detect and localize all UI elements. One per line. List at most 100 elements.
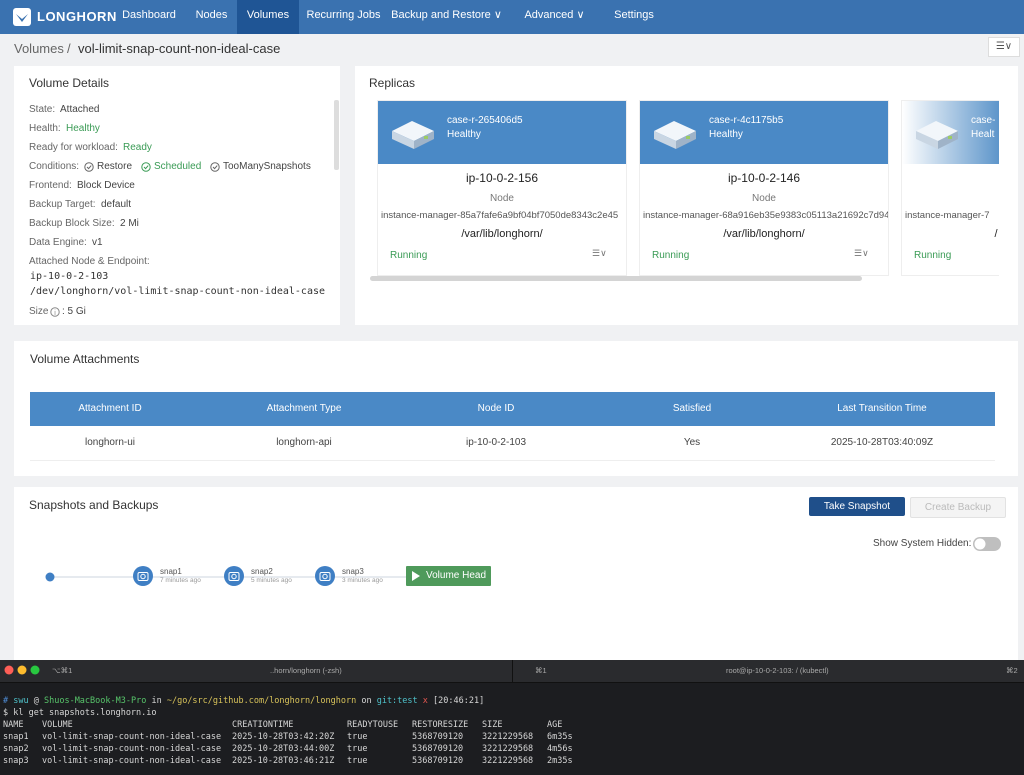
instance-manager: instance-manager-7 [905,210,990,221]
command: $ kl get snapshots.longhorn.io [3,708,157,718]
nav-label[interactable]: Advanced [524,9,574,21]
prompt-part: in [151,696,162,706]
snapshot-node [133,566,153,586]
table-cell: ip-10-0-2-103 [465,437,527,448]
nav-item[interactable]: Nodes [186,0,237,34]
take-snapshot-button[interactable]: Take Snapshot [809,497,905,516]
terminal-column: NAME [3,720,24,730]
nav-item[interactable]: Backup and Restore ∨ [388,0,505,34]
table-cell: longhorn-ui [84,437,136,448]
volume-details-card: Volume Details State: Attached Health: Healt… [14,66,340,325]
snapshot-name[interactable]: snap2 [251,567,273,576]
terminal-tab: ⌘2 [1006,666,1018,675]
terminal-cell: vol-limit-snap-count-non-ideal-case [42,744,222,754]
crumb-current: vol-limit-snap-count-non-ideal-case [78,41,281,56]
field-value: Attached [60,104,100,115]
replica-node: ip-10-0-2-146 [727,171,801,185]
field-label: Frontend: [29,180,72,191]
column-header: Satisfied [672,403,712,414]
nav-label[interactable]: Dashboard [122,9,176,21]
replica-menu[interactable]: ☰∨ [592,248,607,258]
terminal-cell: 2025-10-28T03:44:00Z [232,744,335,754]
disk-icon [392,121,434,149]
terminal-cell: 3221229568 [482,732,534,742]
volume-head[interactable]: Volume Head [406,566,491,586]
replica-path: /var/lib/longhorn/ [461,228,543,240]
prompt-part: [20:46:21] [433,696,485,706]
snapshot-name[interactable]: snap1 [160,567,182,576]
nav-label[interactable]: Volumes [246,9,290,21]
field-label: Data Engine: [29,237,87,248]
prompt-part: ~/go/src/github.com/longhorn/longhorn [166,696,357,706]
node-label: Node [752,193,776,204]
replica-menu[interactable]: ☰∨ [854,248,869,258]
replica-path: /var/lib/longhorn/ [723,228,805,240]
snapshot-age: 7 minutes ago [160,577,201,584]
replica-path: / [994,228,998,240]
terminal-cell: 4m56s [547,744,573,754]
prompt-part: swu [13,696,29,706]
card-title: Replicas [369,76,416,90]
field-label: Health: [29,123,61,134]
condition-icon [84,162,94,172]
nav-label[interactable]: Settings [614,9,654,21]
nav-item[interactable]: Settings [604,0,664,34]
snapshot-node [224,566,244,586]
scrollbar [334,100,339,170]
attachments-card: Volume Attachments Attachment ID Attachmen… [14,341,1018,476]
replica-status: Healthy [709,129,743,140]
create-backup-button[interactable]: Create Backup [910,497,1006,518]
disk-icon [916,121,958,149]
terminal-cell: snap2 [3,744,29,754]
size-label: Size [29,306,49,317]
terminal-cell: snap3 [3,756,29,766]
breadcrumb: Volumes / vol-limit-snap-count-non-ideal-c… [0,34,1024,64]
nav-label[interactable]: Nodes [195,9,228,21]
field-label: Ready for workload: [29,142,118,153]
window-control [17,665,27,675]
h-scrollbar [370,276,862,281]
crumb-sep: / [67,41,71,56]
nav-item[interactable]: Recurring Jobs [299,0,388,34]
table-cell: Yes [683,437,701,448]
play-icon [412,571,420,581]
nav-item[interactable]: Advanced ∨ [505,0,604,34]
field-label: Conditions: [29,161,80,172]
condition-icon [141,162,151,172]
replica-name: case-r-4c1175b5 [709,115,784,126]
chevron: ∨ [573,9,585,21]
field-value: Block Device [77,180,135,191]
instance-manager: instance-manager-68a916eb35e9383c05113a2… [643,210,889,221]
endpoint: ip-10-0-2-103 [30,271,109,282]
nav-label[interactable]: Backup and Restore [391,9,491,21]
terminal-tab[interactable]: root@ip-10-0-2-103: / (kubectl) [726,666,829,675]
prompt-part: # [3,696,9,706]
terminal-column: AGE [547,720,563,730]
crumb-parent[interactable]: Volumes [14,41,64,56]
snapshot-age: 5 minutes ago [251,577,292,584]
volume-head-label: Volume Head [426,570,487,581]
terminal-cell: vol-limit-snap-count-non-ideal-case [42,732,222,742]
terminal-cell: 5368709120 [412,744,464,754]
nav-item[interactable]: Dashboard [112,0,186,34]
field-value: Healthy [66,123,100,134]
terminal-cell: 3221229568 [482,744,534,754]
nav-label[interactable]: Recurring Jobs [306,9,381,21]
nav-item[interactable]: Volumes [237,0,299,34]
button-label[interactable]: Take Snapshot [823,501,891,512]
terminal-column: RESTORESIZE [412,720,469,730]
column-header: Last Transition Time [837,403,927,414]
toggle [973,537,1001,551]
replica-node: ip-10-0-2-156 [465,171,539,185]
snapshot-name[interactable]: snap3 [342,567,364,576]
replica-card[interactable]: case- Healt instance-manager-7 / Running [901,100,999,276]
replica-state: Running [652,250,690,261]
menu-button[interactable]: ☰∨ [988,37,1020,57]
replica-card[interactable]: case-r-4c1175b5 Healthy ip-10-0-2-146 Node i… [639,100,889,276]
terminal-column: READYTOUSE [347,720,399,730]
replicas-card: Replicas case-r-265406d5 Healthy ip-10-0-2-… [355,66,1018,325]
field-label: Backup Target: [29,199,96,210]
replica-card[interactable]: case-r-265406d5 Healthy ip-10-0-2-156 Node i… [377,100,627,276]
column-header: Node ID [477,403,515,414]
